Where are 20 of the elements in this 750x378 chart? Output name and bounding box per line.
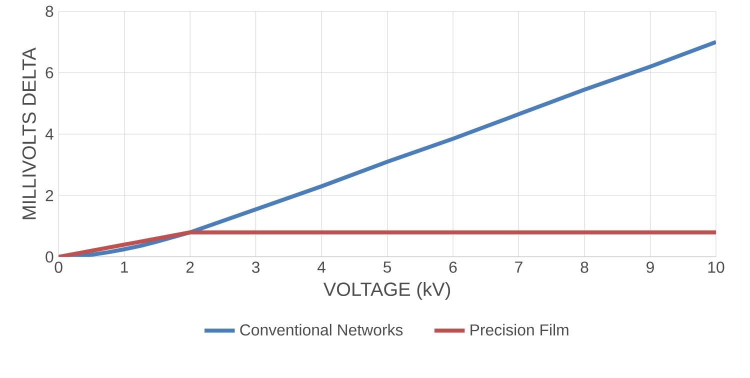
legend-label: Conventional Networks xyxy=(240,324,403,336)
x-tick-label: 3 xyxy=(252,262,260,273)
x-tick-label: 8 xyxy=(580,262,588,273)
x-tick-label: 10 xyxy=(708,262,724,273)
x-tick-label: 0 xyxy=(54,262,62,273)
y-tick-label: 2 xyxy=(46,190,54,202)
x-tick-label: 9 xyxy=(646,262,654,273)
x-tick-label: 7 xyxy=(515,262,522,273)
y-tick-label: 8 xyxy=(46,6,54,18)
x-tick-label: 6 xyxy=(449,262,457,273)
x-tick-label: 2 xyxy=(186,262,194,273)
y-axis-title: MILLIVOLTS DELTA xyxy=(22,48,36,220)
y-tick-label: 6 xyxy=(46,67,54,78)
y-tick-label: 4 xyxy=(45,128,54,140)
y-tick-label: 0 xyxy=(46,251,54,263)
x-tick-label: 5 xyxy=(383,262,392,273)
x-tick-label: 1 xyxy=(121,262,128,273)
x-axis-title: VOLTAGE (kV) xyxy=(323,282,450,300)
legend-label: Precision Film xyxy=(470,324,568,336)
x-tick-label: 4 xyxy=(317,262,326,273)
